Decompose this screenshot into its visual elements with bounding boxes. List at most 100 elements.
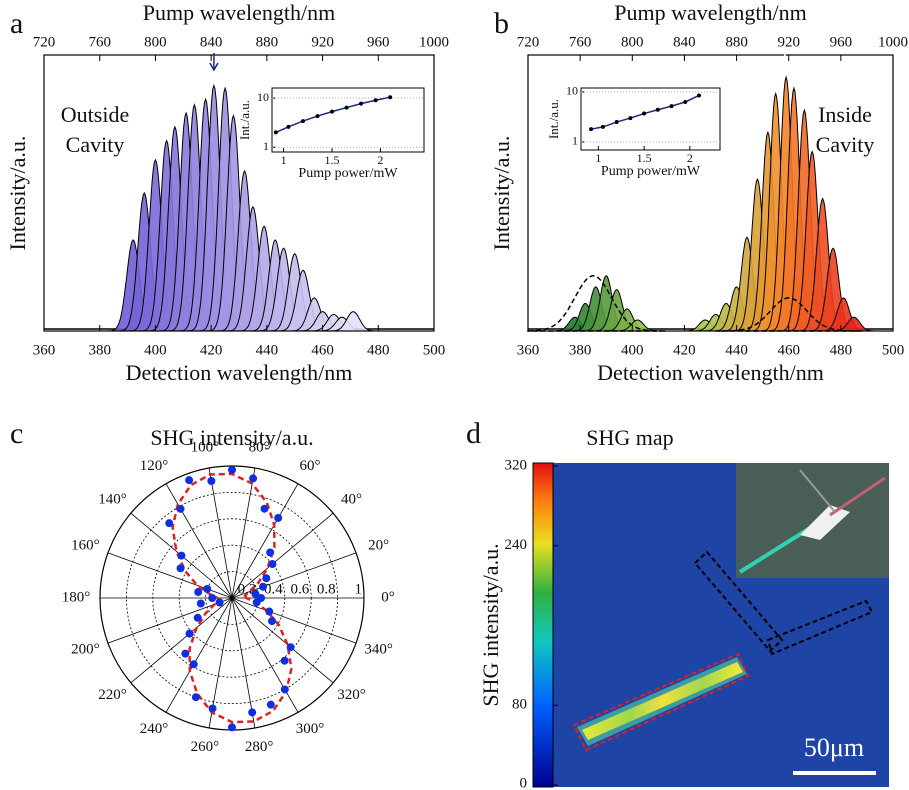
- data-point: [265, 607, 274, 616]
- data-point: [165, 519, 174, 528]
- angular-grid: [107, 597, 233, 644]
- data-point: [191, 693, 200, 702]
- angular-tick-label: 20°: [368, 537, 389, 553]
- angular-grid: [231, 597, 357, 644]
- angular-grid: [107, 552, 233, 599]
- data-point: [177, 551, 186, 560]
- data-point: [176, 564, 185, 573]
- chart-title: SHG map: [586, 425, 673, 450]
- angular-tick-label: 60°: [300, 458, 321, 474]
- plot-frame: [43, 54, 435, 332]
- x2-tick-label: 960: [830, 34, 853, 50]
- angular-tick-label: 240°: [140, 721, 169, 737]
- inset-frame: [271, 87, 425, 153]
- data-point: [208, 704, 217, 713]
- inset-point: [273, 130, 278, 135]
- inset-point: [286, 124, 291, 129]
- angular-grid: [231, 597, 299, 713]
- data-point: [274, 513, 283, 522]
- x-tick-label: 460: [311, 342, 334, 358]
- annotation: Inside: [818, 102, 872, 127]
- x2-axis-label: Pump wavelength/nm: [614, 0, 806, 25]
- annotation: Cavity: [816, 132, 875, 157]
- inset-point: [300, 119, 305, 124]
- x-tick-label: 360: [517, 342, 540, 358]
- colorbar-label: SHG intensity/a.u.: [478, 543, 503, 706]
- inset-point: [655, 107, 660, 112]
- x-tick-label: 480: [367, 342, 390, 358]
- angular-tick-label: 180°: [62, 589, 91, 605]
- data-point: [260, 504, 269, 513]
- angular-grid: [231, 467, 256, 599]
- inset-y-tick-label: 1: [572, 134, 578, 148]
- inset-x-tick-label: 1: [281, 153, 287, 167]
- inset-point: [600, 124, 605, 129]
- x2-tick-label: 880: [256, 34, 279, 50]
- data-point: [176, 504, 185, 513]
- inset-y-label: Int./a.u.: [237, 100, 252, 140]
- data-point: [268, 617, 277, 626]
- pump-arrow: [780, 53, 790, 72]
- x2-tick-label: 960: [367, 34, 390, 50]
- inset-point: [642, 111, 647, 116]
- data-point: [193, 613, 202, 622]
- inset-y-tick-label: 10: [566, 84, 578, 98]
- angular-grid: [165, 483, 233, 599]
- shg-map-image: [553, 463, 889, 787]
- x2-axis-label: Pump wavelength/nm: [143, 0, 335, 25]
- inset-point: [696, 93, 701, 98]
- data-point: [266, 548, 275, 557]
- reference-spectrum: [527, 275, 667, 332]
- angular-grid: [231, 552, 357, 599]
- scale-bar-label: 50μm: [804, 733, 864, 762]
- data-point: [207, 477, 216, 486]
- x-tick-label: 500: [882, 342, 905, 358]
- angular-grid: [165, 597, 233, 713]
- inset-point: [388, 95, 393, 100]
- inset-point: [359, 101, 364, 106]
- x-tick-label: 420: [673, 342, 696, 358]
- colorbar-tick-label: 80: [512, 697, 527, 713]
- inset-x-tick-label: 1.5: [637, 151, 652, 165]
- inset-x-label: Pump power/mW: [601, 164, 701, 179]
- inset-point: [614, 120, 619, 125]
- data-point: [249, 474, 258, 483]
- angular-tick-label: 100°: [191, 440, 220, 456]
- data-point: [185, 629, 194, 638]
- x2-tick-label: 720: [33, 34, 56, 50]
- x2-tick-label: 920: [311, 34, 334, 50]
- x-tick-label: 420: [200, 342, 223, 358]
- data-point: [251, 589, 260, 598]
- x2-tick-label: 760: [88, 34, 111, 50]
- x-tick-label: 360: [33, 342, 56, 358]
- x-tick-label: 380: [88, 342, 111, 358]
- y-axis-label: Intensity/a.u.: [5, 136, 30, 251]
- panel-label: c: [10, 417, 23, 450]
- inset-point: [589, 127, 594, 132]
- data-point: [262, 574, 271, 583]
- x-tick-label: 460: [777, 342, 800, 358]
- angular-tick-label: 220°: [98, 687, 127, 703]
- inset-y-label: Int./a.u.: [546, 99, 561, 139]
- radial-tick-label: 1: [355, 581, 363, 597]
- radial-tick-label: 0.4: [264, 581, 283, 597]
- x2-tick-label: 840: [673, 34, 696, 50]
- inset-point: [344, 105, 349, 110]
- annotation: Outside: [61, 102, 129, 127]
- angular-grid: [231, 483, 299, 599]
- x2-tick-label: 760: [569, 34, 592, 50]
- inset-point: [315, 114, 320, 119]
- inset-point: [373, 98, 378, 103]
- radial-tick-label: 0.6: [290, 581, 309, 597]
- x-tick-label: 400: [144, 342, 167, 358]
- data-point: [181, 649, 190, 658]
- inset-point: [683, 99, 688, 104]
- inset-x-tick-label: 2: [377, 153, 383, 167]
- angular-tick-label: 320°: [337, 687, 366, 703]
- x-tick-label: 440: [725, 342, 748, 358]
- pump-arrow: [209, 53, 219, 72]
- inset-x-tick-label: 2: [687, 151, 693, 165]
- reference-spectrum: [715, 297, 862, 332]
- panel-label: a: [10, 7, 23, 40]
- data-point: [196, 599, 205, 608]
